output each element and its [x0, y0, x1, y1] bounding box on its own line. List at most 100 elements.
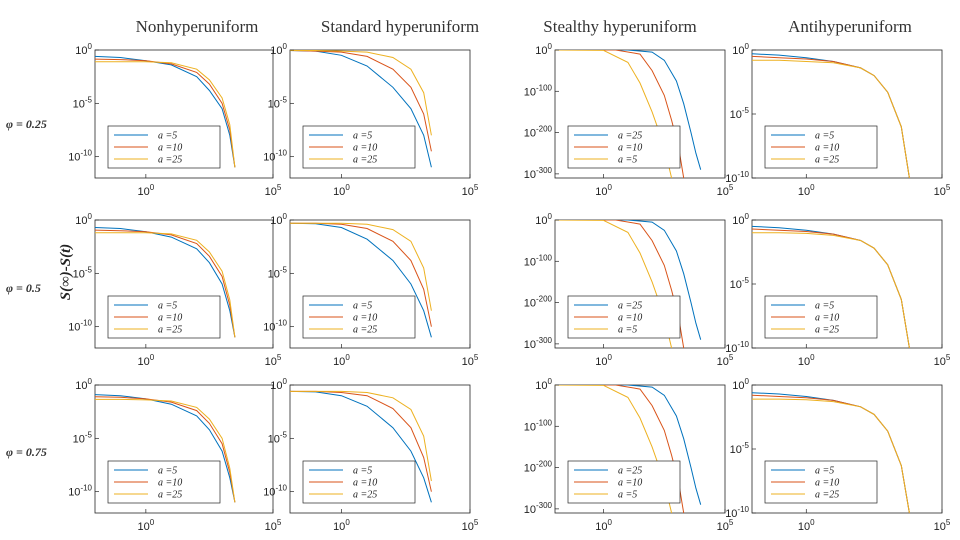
series-line-3 [752, 232, 910, 348]
x-tick-label-2: 105 [265, 518, 282, 533]
series-line-1 [290, 222, 432, 338]
y-tick-label-3: 10-200 [524, 295, 553, 310]
subplot-r1-c3: 100 10-100 10-200 10-300 100 105 a =25a =10a =… [524, 42, 734, 198]
x-tick-label-2: 105 [934, 183, 951, 198]
y-tick-label-1: 100 [535, 42, 552, 57]
x-tick-label-1: 100 [333, 183, 350, 198]
x-tick-label-2: 105 [265, 353, 282, 368]
subplot-r1-c1: 100 10-5 10-10 100 105 a =5a =10a =25 [68, 42, 282, 198]
subplot-r3-c1: 100 10-5 10-10 100 105 a =5a =10a =25 [68, 377, 282, 533]
column-title-3: Stealthy hyperuniform [543, 17, 696, 36]
y-tick-label-4: 10-300 [524, 336, 553, 351]
row-label-1: φ = 0.25 [6, 117, 47, 131]
x-tick-label-2: 105 [462, 183, 479, 198]
series-line-3 [95, 398, 236, 503]
x-tick-label-1: 100 [798, 353, 815, 368]
legend-label-2: a =10 [353, 478, 377, 489]
subplot-r3-c3: 100 10-100 10-200 10-300 100 105 a =25a =10a =… [524, 377, 734, 533]
x-tick-label-1: 100 [138, 518, 155, 533]
legend-label-3: a =25 [158, 325, 182, 336]
legend-label-2: a =10 [618, 478, 642, 489]
subplot-r3-c4: 100 10-5 10-10 100 105 a =5a =10a =25 [725, 377, 951, 533]
y-tick-label-1: 100 [732, 42, 749, 57]
row-label-2: φ = 0.5 [6, 281, 41, 295]
x-tick-label-1: 100 [333, 353, 350, 368]
legend-label-3: a =25 [353, 325, 377, 336]
x-tick-label-2: 105 [717, 353, 734, 368]
y-tick-label-2: 10-100 [524, 83, 553, 98]
series-line-1 [95, 394, 236, 503]
legend-label-1: a =25 [618, 131, 642, 142]
y-tick-label-1: 100 [270, 212, 287, 227]
legend-label-3: a =25 [158, 490, 182, 501]
subplot-r2-c2: 100 10-5 10-10 100 105 a =5a =10a =25 [263, 212, 479, 368]
subplot-r3-c2: 100 10-5 10-10 100 105 a =5a =10a =25 [263, 377, 479, 533]
y-tick-label-3: 10-10 [725, 505, 749, 520]
y-tick-label-3: 10-200 [524, 460, 553, 475]
series-line-3 [290, 50, 432, 136]
subplot-r2-c3: 100 10-100 10-200 10-300 100 105 a =25a =10a =… [524, 212, 734, 368]
legend-label-1: a =5 [815, 466, 834, 477]
y-tick-label-2: 10-5 [268, 265, 288, 280]
x-tick-label-1: 100 [333, 518, 350, 533]
legend-label-2: a =10 [815, 478, 839, 489]
y-tick-label-3: 10-10 [725, 170, 749, 185]
legend-label-2: a =10 [815, 143, 839, 154]
y-tick-label-1: 100 [732, 212, 749, 227]
y-tick-label-2: 10-5 [73, 95, 93, 110]
x-tick-label-1: 100 [595, 183, 612, 198]
y-tick-label-3: 10-10 [263, 319, 287, 334]
legend-label-3: a =5 [618, 490, 637, 501]
legend-label-2: a =10 [815, 313, 839, 324]
column-title-2: Standard hyperuniform [321, 17, 479, 36]
x-tick-label-2: 105 [717, 518, 734, 533]
y-tick-label-3: 10-10 [68, 484, 92, 499]
legend-label-2: a =10 [618, 313, 642, 324]
legend-label-3: a =25 [353, 490, 377, 501]
legend: a =5a =10a =25 [302, 460, 416, 504]
x-tick-label-2: 105 [934, 353, 951, 368]
legend: a =5a =10a =25 [302, 125, 416, 169]
x-tick-label-1: 100 [798, 183, 815, 198]
series-line-3 [95, 232, 236, 338]
legend-label-3: a =5 [618, 325, 637, 336]
series-line-2 [95, 58, 236, 168]
legend-label-1: a =5 [815, 301, 834, 312]
y-tick-label-2: 10-5 [268, 430, 288, 445]
y-tick-label-1: 100 [75, 212, 92, 227]
y-tick-label-1: 100 [270, 377, 287, 392]
row-label-3: φ = 0.75 [6, 445, 47, 459]
legend-label-1: a =5 [158, 466, 177, 477]
x-tick-label-1: 100 [595, 353, 612, 368]
y-tick-label-1: 100 [270, 42, 287, 57]
legend: a =5a =10a =25 [107, 125, 221, 169]
series-line-1 [555, 50, 702, 170]
series-line-1 [555, 385, 702, 505]
shared-y-axis-label: S(∞)-S(t) [58, 244, 74, 301]
series-line-3 [752, 398, 910, 513]
legend-label-2: a =10 [353, 313, 377, 324]
x-tick-label-2: 105 [934, 518, 951, 533]
series-line-1 [555, 220, 702, 340]
legend: a =5a =10a =25 [302, 295, 416, 339]
y-tick-label-1: 100 [75, 42, 92, 57]
y-tick-label-4: 10-300 [524, 166, 553, 181]
column-title-1: Nonhyperuniform [136, 17, 259, 36]
legend-label-2: a =10 [353, 143, 377, 154]
legend-label-3: a =25 [815, 155, 839, 166]
x-tick-label-1: 100 [138, 353, 155, 368]
legend: a =5a =10a =25 [764, 295, 878, 339]
series-line-1 [290, 50, 432, 168]
y-tick-label-2: 10-5 [73, 265, 93, 280]
series-line-3 [752, 59, 910, 178]
legend-label-2: a =10 [158, 313, 182, 324]
legend: a =5a =10a =25 [764, 460, 878, 504]
legend-label-3: a =25 [353, 155, 377, 166]
legend-label-1: a =5 [353, 131, 372, 142]
y-tick-label-1: 100 [535, 377, 552, 392]
legend-label-1: a =5 [353, 301, 372, 312]
y-tick-label-3: 10-10 [263, 149, 287, 164]
legend-label-2: a =10 [158, 143, 182, 154]
legend-label-1: a =5 [158, 301, 177, 312]
x-tick-label-2: 105 [717, 183, 734, 198]
